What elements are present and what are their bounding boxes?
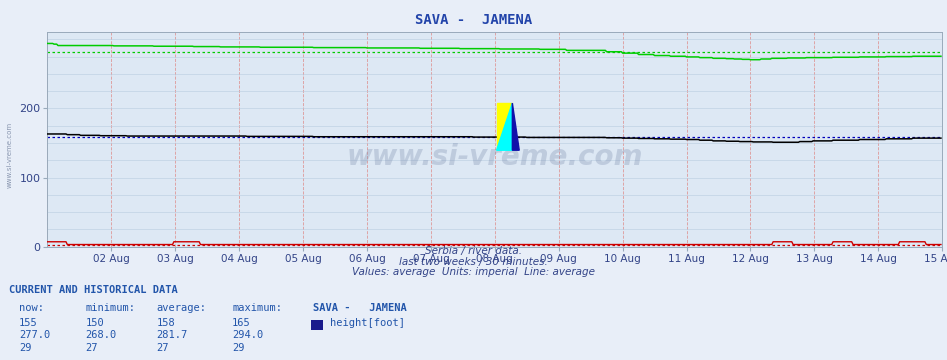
Text: 281.7: 281.7 (156, 330, 188, 341)
Text: 268.0: 268.0 (85, 330, 116, 341)
Polygon shape (512, 103, 519, 150)
Text: Values: average  Units: imperial  Line: average: Values: average Units: imperial Line: av… (352, 267, 595, 278)
Text: 165: 165 (232, 318, 251, 328)
Polygon shape (496, 103, 512, 150)
Text: www.si-vreme.com: www.si-vreme.com (7, 122, 12, 188)
Text: last two weeks / 30 minutes.: last two weeks / 30 minutes. (399, 257, 548, 267)
Text: Serbia / river data.: Serbia / river data. (425, 246, 522, 256)
Text: 29: 29 (19, 343, 31, 353)
Text: maximum:: maximum: (232, 303, 282, 314)
Text: 277.0: 277.0 (19, 330, 50, 341)
Text: SAVA -  JAMENA: SAVA - JAMENA (415, 13, 532, 27)
Text: height[foot]: height[foot] (330, 318, 404, 328)
Text: 27: 27 (156, 343, 169, 353)
Text: 150: 150 (85, 318, 104, 328)
Text: 27: 27 (85, 343, 98, 353)
Text: 294.0: 294.0 (232, 330, 263, 341)
Polygon shape (496, 103, 512, 150)
Text: 158: 158 (156, 318, 175, 328)
Text: now:: now: (19, 303, 44, 314)
Text: CURRENT AND HISTORICAL DATA: CURRENT AND HISTORICAL DATA (9, 285, 178, 296)
Text: 29: 29 (232, 343, 244, 353)
Text: average:: average: (156, 303, 206, 314)
Text: SAVA -   JAMENA: SAVA - JAMENA (313, 303, 406, 314)
Text: minimum:: minimum: (85, 303, 135, 314)
Text: www.si-vreme.com: www.si-vreme.com (347, 143, 643, 171)
Text: 155: 155 (19, 318, 38, 328)
